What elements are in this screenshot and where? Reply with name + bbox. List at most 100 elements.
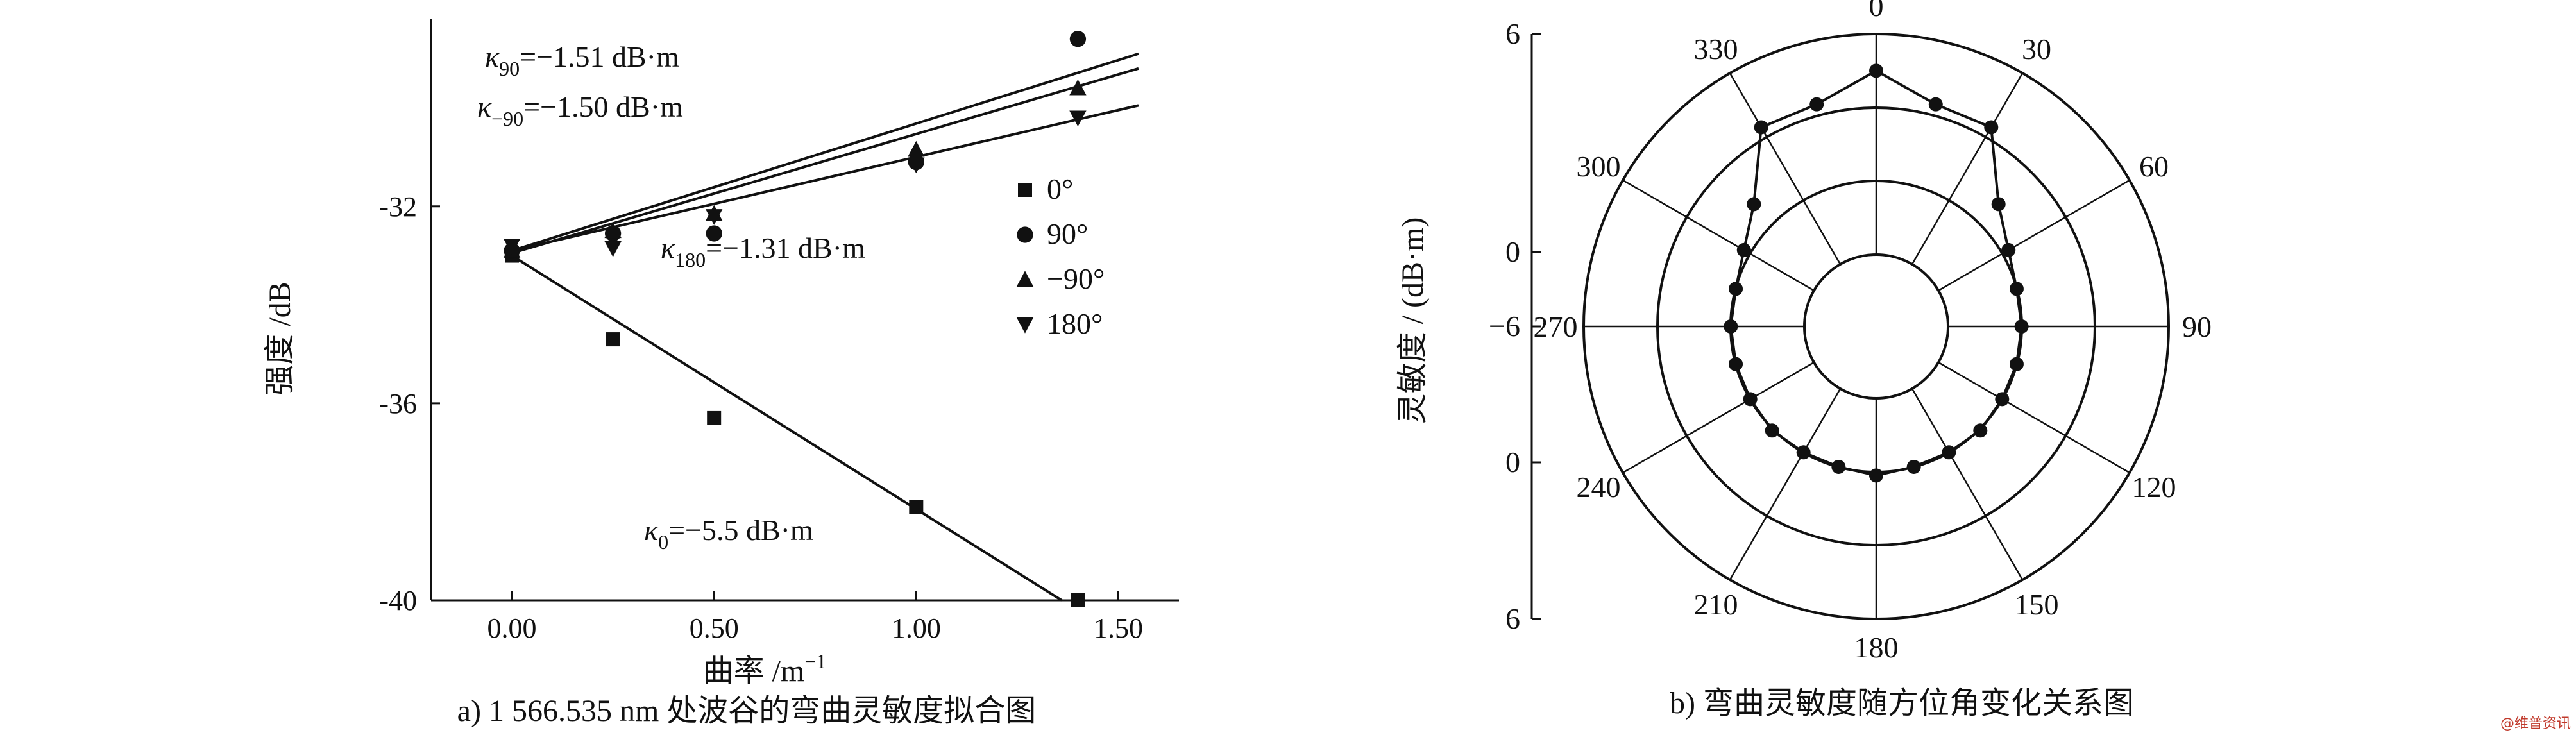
polar-data-point (2009, 357, 2024, 371)
polar-spoke (1622, 361, 1815, 474)
polar-spoke (1622, 179, 1815, 292)
polar-data-point (1724, 319, 1738, 334)
polar-data-point (1729, 357, 1743, 371)
angle-label: 180 (1854, 631, 1899, 664)
angle-label: 150 (2015, 588, 2059, 621)
legend-label-2: −90° (1047, 262, 1105, 295)
data-point (1069, 110, 1087, 127)
angle-label: 90 (2182, 310, 2212, 343)
data-point (1069, 31, 1087, 47)
caption-a-text: 1 566.535 nm 处波谷的弯曲灵敏度拟合图 (489, 694, 1036, 728)
kappa-subscript: −90 (491, 107, 523, 130)
radial-tick-label: 0 (1505, 446, 1520, 478)
polar-spoke (1938, 179, 2130, 292)
kappa-annotation-0: κ90=−1.51 dB·m (485, 40, 679, 80)
legend-marker-2 (1016, 271, 1034, 287)
radial-tick-label: 6 (1505, 602, 1520, 635)
legend-marker-0 (1018, 183, 1032, 197)
legend-label-3: 180° (1047, 307, 1103, 340)
angle-label: 330 (1694, 33, 1738, 65)
caption-a-label: a) (457, 694, 481, 728)
polar-data-point (1747, 197, 1761, 212)
data-point (908, 140, 925, 157)
kappa-subscript: 0 (658, 530, 668, 553)
polar-data-point (1736, 242, 1751, 257)
x-axis-label: 曲率 /m−1 (703, 650, 827, 688)
polar-data-point (1995, 392, 2010, 407)
polar-spoke (1938, 361, 2130, 474)
polar-data-point (2009, 282, 2024, 296)
kappa-symbol: κ (477, 90, 492, 123)
data-point (604, 222, 622, 239)
caption-b-label: b) (1670, 686, 1695, 720)
radial-axis-label: 灵敏度 / (dB·m) (1396, 217, 1430, 425)
series-3 (503, 110, 1087, 257)
data-point (1069, 79, 1087, 96)
legend-marker-3 (1016, 317, 1034, 334)
polar-data-point (1942, 445, 1956, 460)
angle-label: 60 (2139, 150, 2169, 183)
legend-label-0: 0° (1047, 173, 1073, 205)
kappa-subscript: 90 (499, 57, 520, 80)
y-tick-label: -36 (379, 388, 417, 419)
radial-tick-label: 6 (1505, 17, 1520, 50)
right-chart: 030609012015018021024027030033060−606灵敏度… (1396, 0, 2212, 720)
watermark: @维普资讯 (2500, 716, 2571, 732)
fit-line-3 (511, 104, 1139, 252)
data-point (909, 500, 924, 514)
series-0 (505, 248, 1085, 607)
caption-b-text: 弯曲灵敏度随方位角变化关系图 (1703, 686, 2134, 720)
polar-spoke (1729, 72, 1842, 265)
x-tick-label: 1.00 (892, 612, 941, 644)
angle-label: 210 (1694, 588, 1738, 621)
polar-spoke (1911, 72, 2024, 265)
polar-data-point (1984, 120, 1999, 135)
polar-data-point (1765, 423, 1779, 438)
polar-data-point (1991, 197, 2006, 212)
angle-label: 240 (1576, 471, 1620, 503)
polar-spoke (1911, 388, 2024, 580)
data-point (908, 157, 925, 174)
kappa-value: =−1.51 dB·m (520, 40, 679, 73)
radial-tick-label: −6 (1489, 310, 1520, 342)
polar-data-point (1906, 459, 1921, 474)
polar-data-point (1928, 97, 1943, 112)
data-point (604, 241, 622, 257)
polar-data-point (1754, 120, 1768, 135)
polar-data-point (1743, 392, 1758, 407)
kappa-subscript: 180 (675, 248, 706, 271)
x-tick-label: 1.50 (1094, 612, 1143, 644)
kappa-annotation-2: κ180=−1.31 dB·m (661, 232, 865, 271)
kappa-annotation-1: κ−90=−1.50 dB·m (477, 90, 683, 130)
legend-marker-1 (1017, 226, 1033, 243)
polar-data-point (1809, 97, 1824, 112)
polar-data-point (1869, 468, 1883, 483)
legend-label-1: 90° (1047, 217, 1088, 250)
kappa-symbol: κ (661, 232, 675, 264)
fit-line-1 (511, 52, 1139, 252)
polar-data-point (1831, 459, 1846, 474)
angle-label: 300 (1576, 150, 1620, 183)
y-tick-label: -32 (379, 191, 417, 223)
fit-line-0 (511, 254, 1063, 602)
data-point (707, 410, 722, 425)
data-point (503, 239, 521, 255)
x-axis-label-sup: −1 (804, 650, 826, 673)
data-point (606, 332, 620, 347)
polar-data-point (1973, 423, 1988, 438)
polar-data-point (1869, 63, 1883, 78)
x-tick-label: 0.00 (487, 612, 537, 644)
radial-tick-label: 0 (1505, 235, 1520, 268)
polar-data-point (2014, 319, 2029, 334)
y-tick-label: -40 (379, 585, 417, 616)
polar-spoke (1729, 388, 1842, 580)
angle-label: 0 (1869, 0, 1884, 22)
fit-line-2 (511, 67, 1139, 255)
polar-ring-0 (1803, 253, 1949, 400)
kappa-symbol: κ (644, 514, 659, 546)
y-axis-label: 强度 /dB (263, 282, 297, 395)
data-point (1071, 593, 1085, 607)
caption-a: a) 1 566.535 nm 处波谷的弯曲灵敏度拟合图 (457, 694, 1037, 728)
data-point (705, 209, 723, 225)
